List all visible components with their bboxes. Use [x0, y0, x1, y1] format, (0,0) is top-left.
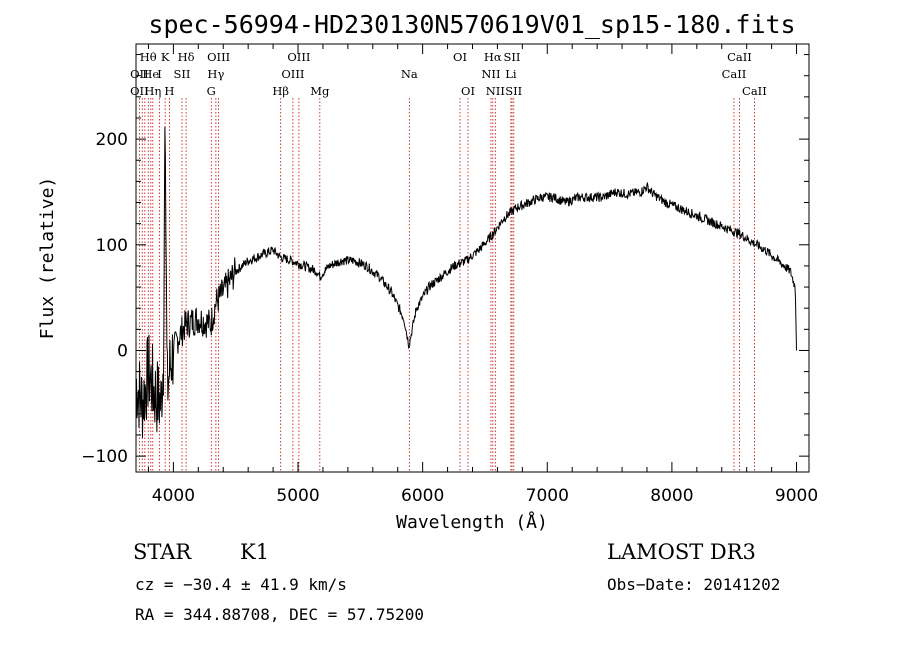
line-label: Hβ [272, 84, 289, 98]
y-tick-label: 100 [96, 236, 128, 256]
line-label: Mg [310, 84, 330, 98]
x-tick-label: 4000 [152, 486, 195, 506]
x-axis-label: Wavelength (Å) [396, 511, 548, 533]
line-label: SII [505, 84, 522, 98]
line-label: SII [504, 50, 521, 64]
y-tick-label: 0 [117, 341, 128, 361]
line-label: CaII [727, 50, 752, 64]
chart-title: spec-56994-HD230130N570619V01_sp15-180.f… [148, 10, 795, 39]
line-label: Hγ [207, 67, 224, 81]
line-label: Hδ [178, 50, 195, 64]
survey-name: LAMOST DR3 [607, 540, 756, 564]
line-label: Hθ [140, 50, 157, 64]
ra-dec-coordinates: RA = 344.88708, DEC = 57.75200 [135, 605, 424, 624]
line-label: H [164, 84, 174, 98]
y-axis-label: Flux (relative) [37, 177, 58, 340]
line-label: Na [401, 67, 418, 81]
observation-date: Obs−Date: 20141202 [607, 575, 781, 594]
line-label: OII [130, 67, 149, 81]
line-label: CaII [722, 67, 747, 81]
redshift-cz: cz = −30.4 ± 41.9 km/s [135, 575, 347, 594]
line-label: He [142, 67, 159, 81]
y-tick-label: 200 [96, 130, 128, 150]
line-label: Hη [144, 84, 161, 98]
line-label: G [207, 84, 216, 98]
object-type: STAR [133, 540, 192, 564]
x-tick-label: 5000 [276, 486, 319, 506]
line-label: OIII [281, 67, 304, 81]
axis-ticks: 4000 5000 6000 7000 8000 9000 −100 0 100 200 [81, 44, 818, 506]
line-label: NII [486, 84, 505, 98]
line-label: OI [461, 84, 475, 98]
x-tick-label: 9000 [775, 486, 818, 506]
line-label: K [161, 50, 170, 64]
line-label: NII [481, 67, 500, 81]
line-label: Hα [484, 50, 502, 64]
spectrum-line [135, 126, 797, 438]
line-label: OII [130, 84, 149, 98]
line-label: I [157, 67, 162, 81]
x-tick-label: 8000 [650, 486, 693, 506]
line-label: SII [174, 67, 191, 81]
line-marker-layer [138, 98, 755, 472]
line-label: OIII [207, 50, 230, 64]
line-label: CaII [742, 84, 767, 98]
line-label: OIII [287, 50, 310, 64]
x-tick-label: 6000 [401, 486, 444, 506]
y-tick-label: −100 [81, 447, 128, 467]
line-label: Li [505, 67, 517, 81]
line-label: OI [453, 50, 467, 64]
x-tick-label: 7000 [526, 486, 569, 506]
spectral-subclass: K1 [240, 540, 270, 564]
